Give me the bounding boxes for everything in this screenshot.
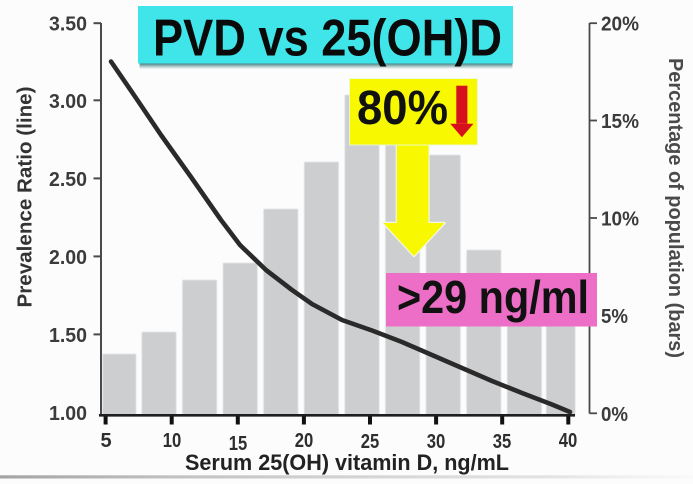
svg-text:20%: 20% <box>601 13 639 36</box>
svg-text:1.50: 1.50 <box>49 324 87 347</box>
svg-text:2.50: 2.50 <box>49 168 87 191</box>
svg-text:5: 5 <box>100 430 111 452</box>
svg-text:10: 10 <box>163 430 182 452</box>
svg-text:1.00: 1.00 <box>49 402 87 425</box>
svg-text:10%: 10% <box>601 208 639 231</box>
svg-text:0%: 0% <box>601 403 628 426</box>
svg-text:2.00: 2.00 <box>49 246 87 269</box>
svg-text:>29 ng/ml: >29 ng/ml <box>397 271 589 323</box>
svg-text:Prevalence Ratio (line): Prevalence Ratio (line) <box>15 87 37 308</box>
svg-text:20: 20 <box>295 430 314 452</box>
svg-text:3.00: 3.00 <box>49 90 87 113</box>
svg-text:35: 35 <box>493 431 512 453</box>
svg-text:PVD vs 25(OH)D: PVD vs 25(OH)D <box>153 10 502 68</box>
svg-text:3.50: 3.50 <box>49 13 87 36</box>
svg-text:15%: 15% <box>601 110 639 133</box>
svg-text:15: 15 <box>229 433 248 455</box>
svg-text:30: 30 <box>427 431 446 453</box>
svg-text:25: 25 <box>361 431 380 453</box>
svg-text:Serum 25(OH) vitamin D, ng/mL: Serum 25(OH) vitamin D, ng/mL <box>185 450 509 475</box>
svg-text:40: 40 <box>559 430 578 452</box>
svg-text:Percentage of population (bars: Percentage of population (bars) <box>664 58 686 358</box>
svg-text:80%: 80% <box>357 82 448 135</box>
svg-text:5%: 5% <box>601 305 628 328</box>
